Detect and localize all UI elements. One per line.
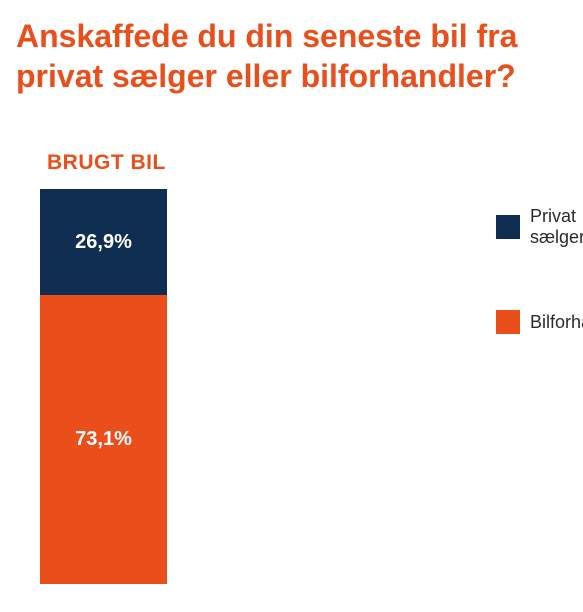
stacked-bar: 26,9% 73,1%: [40, 189, 167, 584]
chart-title: Anskaffede du din seneste bil fra privat…: [16, 16, 563, 96]
bar-segment-label: 26,9%: [75, 231, 132, 254]
bar-segment-label: 73,1%: [75, 428, 132, 451]
chart-subtitle: BRUGT BIL: [47, 151, 166, 175]
bar-segment-forhandler: 73,1%: [40, 295, 167, 584]
legend-item-privat: Privat sælger: [496, 206, 583, 248]
legend-swatch: [496, 215, 520, 239]
legend-item-forhandler: Bilforhandler: [496, 310, 583, 334]
legend-swatch: [496, 310, 520, 334]
bar-segment-privat: 26,9%: [40, 189, 167, 295]
legend-label: Privat sælger: [530, 206, 583, 248]
legend-label: Bilforhandler: [530, 312, 583, 333]
